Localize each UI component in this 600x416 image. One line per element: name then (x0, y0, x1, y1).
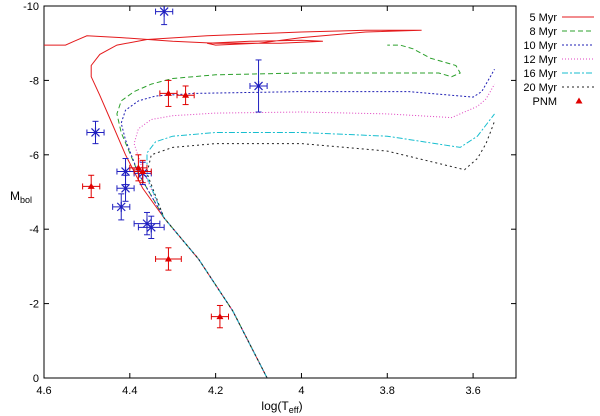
star-point (133, 211, 161, 236)
star-point (86, 120, 105, 145)
triangle-marker (216, 313, 224, 320)
x-tick-label: 3.6 (465, 385, 480, 397)
legend-label: 16 Myr (523, 68, 557, 80)
triangle-marker (164, 89, 172, 96)
y-axis: 0 -2 -4 -6 -8 -10 (23, 1, 516, 385)
legend-label: 5 Myr (530, 12, 558, 24)
x-axis: 4.6 4.4 4.2 4 3.8 3.6 (36, 6, 481, 397)
plot-data (44, 6, 495, 378)
plot-frame (43, 5, 517, 379)
legend-label: PNM (533, 96, 557, 108)
y-tick-label: -6 (29, 150, 39, 162)
legend-label: 10 Myr (523, 40, 557, 52)
y-axis-title: Mbol (10, 189, 32, 205)
pnm-point (210, 304, 230, 329)
star-point (116, 174, 135, 202)
plot-area (43, 5, 517, 379)
legend-swatch (575, 97, 583, 104)
pnm-point (82, 174, 101, 199)
pnm-point (159, 79, 178, 107)
isochrone-20-myr (146, 121, 495, 378)
triangle-marker (87, 182, 95, 189)
isochrone-10-myr (120, 68, 495, 378)
triangle-marker (134, 164, 142, 171)
star-point (249, 59, 268, 113)
y-tick-label: -4 (29, 224, 39, 236)
x-tick-label: 3.8 (380, 385, 395, 397)
triangle-marker (164, 255, 172, 262)
legend: 5 Myr 8 Myr 10 Myr 12 Myr 16 Myr 20 Myr PNM (523, 12, 594, 108)
x-tick-label: 4.6 (36, 385, 51, 397)
star-point (112, 193, 131, 221)
isochrone-5-myr (44, 29, 422, 378)
y-tick-label: -8 (29, 75, 39, 87)
y-tick-label: 0 (33, 373, 39, 385)
isochrone-12-myr (133, 83, 495, 378)
isochrone-16-myr (146, 113, 495, 378)
pnm-point (176, 85, 195, 106)
x-tick-label: 4.2 (208, 385, 223, 397)
pnm-point (129, 154, 148, 182)
legend-label: 8 Myr (530, 26, 558, 38)
triangle-marker (139, 168, 147, 175)
star-point (137, 215, 165, 239)
pnm-point (155, 247, 182, 271)
pnm-point (133, 159, 152, 184)
triangle-marker (182, 91, 190, 98)
star-point (155, 6, 174, 26)
y-tick-label: -10 (23, 1, 39, 13)
legend-label: 12 Myr (523, 54, 557, 66)
x-tick-label: 4.4 (122, 385, 137, 397)
y-tick-label: -2 (29, 299, 39, 311)
legend-label: 20 Myr (523, 82, 557, 94)
x-axis-title: log(Teff) (261, 399, 302, 415)
x-tick-label: 4 (298, 385, 304, 397)
